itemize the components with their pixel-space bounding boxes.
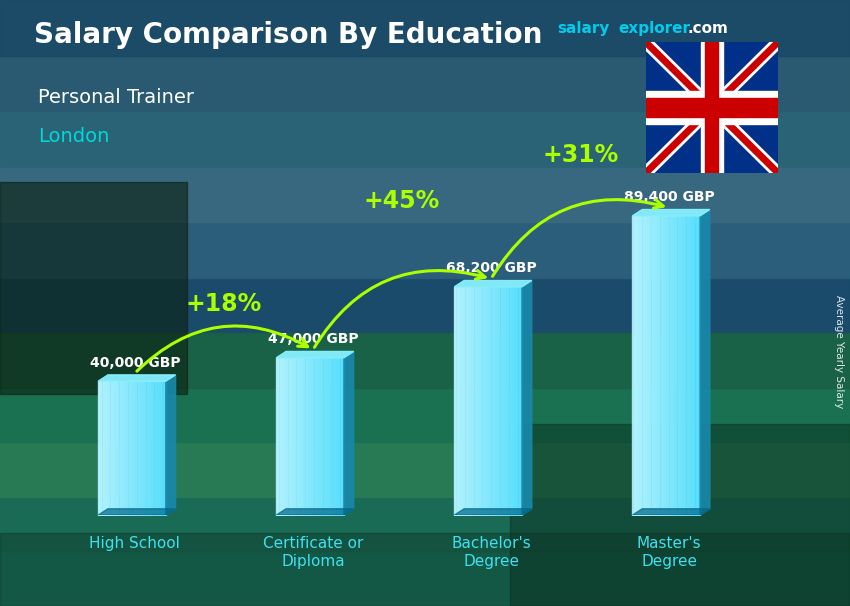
Text: London: London — [38, 127, 110, 146]
Text: 68,200 GBP: 68,200 GBP — [445, 261, 536, 275]
Polygon shape — [276, 509, 354, 515]
Polygon shape — [166, 375, 176, 515]
Text: +18%: +18% — [186, 292, 262, 316]
Text: salary: salary — [557, 21, 609, 36]
Bar — [706, 42, 718, 173]
Polygon shape — [632, 210, 710, 216]
Text: 89,400 GBP: 89,400 GBP — [624, 190, 715, 204]
Text: Average Yearly Salary: Average Yearly Salary — [834, 295, 844, 408]
Bar — [0, 0, 850, 333]
Polygon shape — [632, 509, 710, 515]
Polygon shape — [98, 375, 176, 381]
Text: +45%: +45% — [364, 190, 440, 213]
Text: +31%: +31% — [542, 143, 618, 167]
Polygon shape — [522, 281, 532, 515]
Text: Bachelor's
Degree: Bachelor's Degree — [451, 536, 531, 568]
Polygon shape — [98, 509, 176, 515]
Polygon shape — [454, 509, 532, 515]
Bar — [0, 333, 850, 606]
Polygon shape — [454, 281, 532, 287]
Text: Salary Comparison By Education: Salary Comparison By Education — [34, 21, 542, 49]
Text: 40,000 GBP: 40,000 GBP — [89, 356, 180, 370]
Polygon shape — [344, 351, 354, 515]
Bar — [646, 98, 778, 118]
Polygon shape — [700, 210, 710, 515]
Polygon shape — [276, 351, 354, 358]
Text: Master's
Degree: Master's Degree — [637, 536, 701, 568]
Bar — [646, 92, 778, 124]
Text: explorer: explorer — [618, 21, 690, 36]
Bar — [701, 42, 722, 173]
Text: High School: High School — [89, 536, 180, 551]
Text: .com: .com — [688, 21, 728, 36]
Text: Personal Trainer: Personal Trainer — [38, 88, 195, 107]
Text: Certificate or
Diploma: Certificate or Diploma — [263, 536, 363, 568]
Text: 47,000 GBP: 47,000 GBP — [268, 332, 359, 346]
